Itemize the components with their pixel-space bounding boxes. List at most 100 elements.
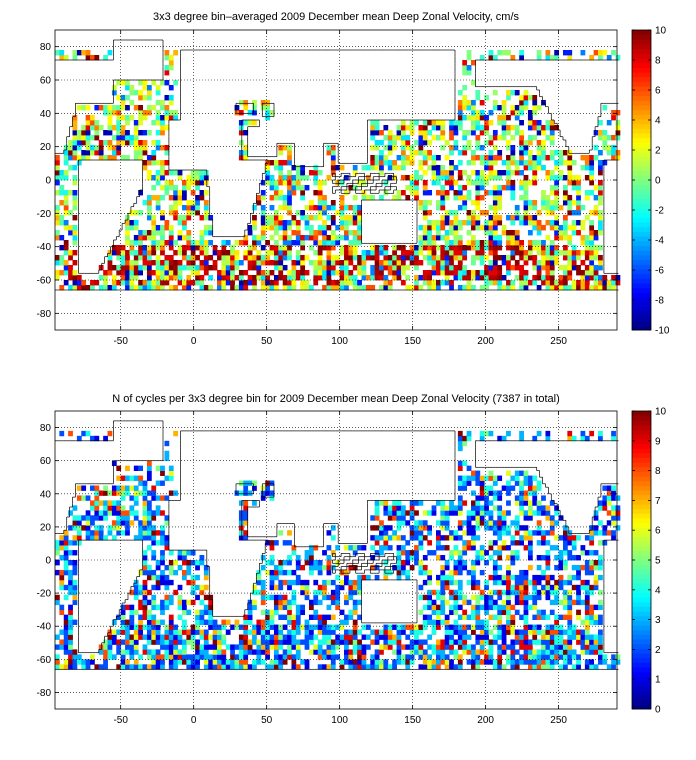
heatmap-cell bbox=[94, 505, 100, 511]
heatmap-cell bbox=[492, 160, 498, 166]
heatmap-cell bbox=[584, 280, 590, 286]
heatmap-cell bbox=[348, 240, 354, 246]
heatmap-cell bbox=[466, 65, 472, 71]
heatmap-cell bbox=[545, 205, 551, 211]
colorbar-swatch bbox=[632, 62, 651, 68]
heatmap-cell bbox=[418, 200, 424, 206]
colorbar-swatch bbox=[632, 203, 651, 209]
heatmap-cell bbox=[256, 275, 262, 281]
heatmap-cell bbox=[497, 190, 503, 196]
heatmap-cell bbox=[260, 210, 266, 216]
heatmap-cell bbox=[55, 50, 60, 56]
heatmap-cell bbox=[55, 155, 60, 161]
heatmap-cell bbox=[129, 260, 135, 266]
heatmap-cell bbox=[357, 240, 362, 246]
heatmap-cell bbox=[488, 225, 494, 231]
heatmap-cell bbox=[466, 285, 472, 291]
heatmap-cell bbox=[146, 275, 152, 281]
heatmap-cell bbox=[383, 255, 389, 261]
heatmap-cell bbox=[598, 50, 603, 56]
colorbar-tick-label: 0 bbox=[655, 176, 661, 187]
heatmap-cell bbox=[203, 205, 209, 211]
heatmap-cell bbox=[151, 220, 157, 226]
heatmap-cell bbox=[55, 210, 60, 216]
heatmap-cell bbox=[243, 624, 249, 630]
heatmap-cell bbox=[475, 255, 481, 261]
heatmap-cell bbox=[146, 535, 152, 541]
heatmap-cell bbox=[151, 664, 157, 670]
heatmap-cell bbox=[335, 165, 341, 171]
heatmap-cell bbox=[387, 629, 393, 635]
heatmap-cell bbox=[374, 265, 380, 271]
heatmap-cell bbox=[68, 140, 73, 146]
heatmap-cell bbox=[195, 205, 200, 211]
heatmap-cell bbox=[221, 260, 227, 266]
heatmap-cell bbox=[589, 270, 595, 276]
heatmap-cell bbox=[195, 245, 200, 251]
heatmap-cell bbox=[190, 170, 196, 176]
heatmap-cell bbox=[55, 190, 60, 196]
heatmap-cell bbox=[238, 125, 244, 131]
heatmap-cell bbox=[383, 135, 389, 141]
heatmap-cell bbox=[190, 550, 196, 556]
heatmap-cell bbox=[168, 230, 174, 236]
heatmap-cell bbox=[536, 160, 542, 166]
heatmap-cell bbox=[186, 210, 192, 216]
colorbar-swatch bbox=[632, 325, 651, 331]
heatmap-cell bbox=[589, 220, 595, 226]
heatmap-cell bbox=[374, 500, 380, 506]
heatmap-cell bbox=[168, 614, 174, 620]
heatmap-cell bbox=[532, 260, 538, 266]
heatmap-cell bbox=[357, 664, 362, 670]
heatmap-cell bbox=[405, 175, 411, 181]
heatmap-cell bbox=[238, 510, 244, 516]
heatmap-cell bbox=[199, 250, 205, 256]
heatmap-cell bbox=[164, 579, 170, 586]
heatmap-cell bbox=[317, 569, 323, 576]
colorbar-swatch bbox=[632, 311, 651, 317]
heatmap-cell bbox=[72, 589, 78, 596]
heatmap-cell bbox=[225, 659, 231, 665]
heatmap-cell bbox=[72, 664, 78, 670]
heatmap-cell bbox=[510, 150, 516, 156]
heatmap-cell bbox=[142, 569, 148, 576]
heatmap-cell bbox=[146, 85, 152, 91]
heatmap-cell bbox=[488, 190, 494, 196]
heatmap-cell bbox=[589, 230, 595, 236]
heatmap-cell bbox=[199, 644, 205, 650]
heatmap-cell bbox=[282, 240, 288, 246]
heatmap-cell bbox=[396, 275, 402, 281]
heatmap-cell bbox=[133, 649, 139, 655]
heatmap-cell bbox=[335, 594, 341, 601]
heatmap-cell bbox=[330, 245, 336, 251]
heatmap-cell bbox=[492, 265, 498, 271]
heatmap-cell bbox=[146, 515, 152, 521]
heatmap-cell bbox=[352, 589, 358, 596]
heatmap-cell bbox=[471, 220, 476, 226]
heatmap-cell bbox=[125, 265, 130, 271]
heatmap-cell bbox=[291, 619, 297, 625]
heatmap-cell bbox=[208, 230, 214, 236]
heatmap-cell bbox=[155, 245, 161, 251]
heatmap-cell bbox=[151, 215, 157, 221]
heatmap-cell bbox=[138, 150, 143, 156]
heatmap-cell bbox=[125, 639, 130, 645]
heatmap-cell bbox=[160, 215, 165, 221]
heatmap-cell bbox=[313, 594, 319, 601]
heatmap-cell bbox=[116, 475, 122, 481]
heatmap-cell bbox=[352, 230, 358, 236]
x-tick-label: 50 bbox=[261, 336, 273, 347]
heatmap-cell bbox=[190, 265, 196, 271]
heatmap-cell bbox=[471, 100, 476, 106]
heatmap-cell bbox=[278, 604, 284, 611]
heatmap-cell bbox=[370, 125, 376, 131]
heatmap-cell bbox=[278, 664, 284, 670]
heatmap-cell bbox=[252, 215, 257, 221]
heatmap-cell bbox=[400, 654, 406, 660]
heatmap-cell bbox=[151, 80, 157, 86]
heatmap-cell bbox=[300, 589, 306, 596]
heatmap-cell bbox=[269, 624, 275, 630]
heatmap-cell bbox=[580, 165, 586, 171]
heatmap-cell bbox=[138, 525, 143, 531]
heatmap-cell bbox=[256, 265, 262, 271]
